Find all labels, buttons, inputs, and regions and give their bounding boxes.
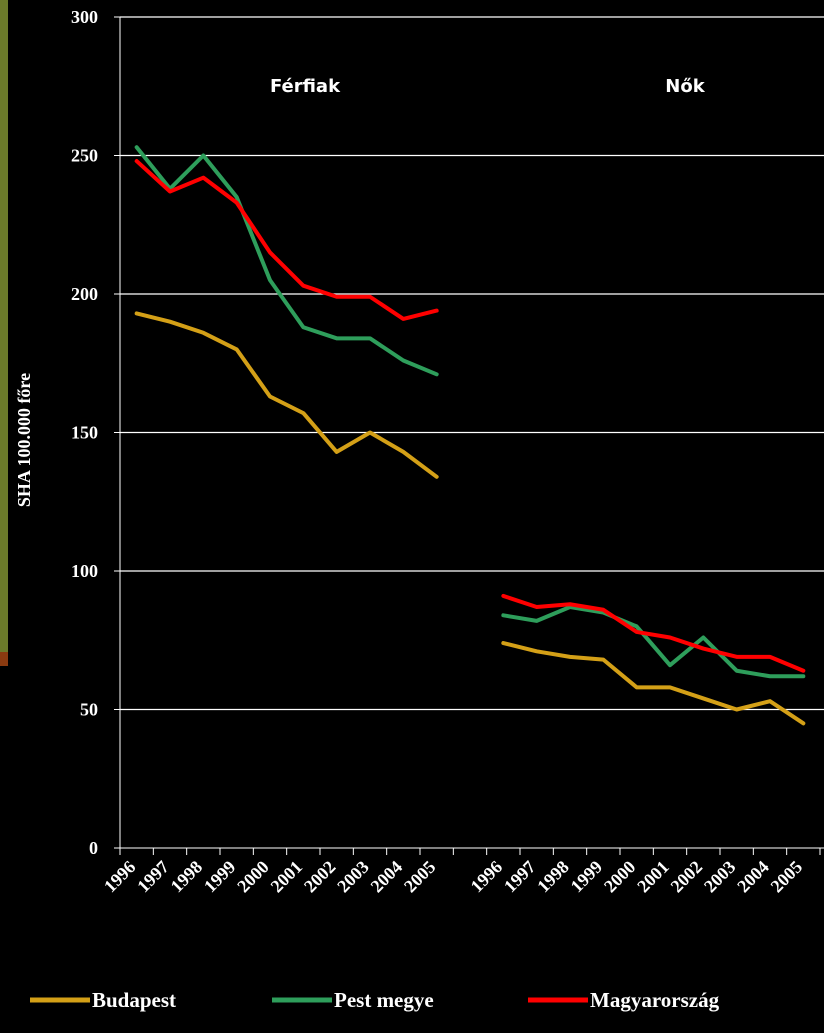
y-tick-label: 300 — [71, 7, 98, 27]
y-axis-label: SHA 100.000 főre — [14, 373, 34, 507]
x-tick-label: 2001 — [267, 857, 307, 897]
y-tick-label: 100 — [71, 561, 98, 581]
x-tick-label: 1999 — [200, 857, 240, 897]
x-tick-label: 2004 — [733, 857, 773, 897]
x-tick-label: 2004 — [367, 857, 407, 897]
x-tick-label: 2003 — [700, 857, 740, 897]
x-tick-label: 1998 — [533, 857, 573, 897]
y-tick-label: 200 — [71, 284, 98, 304]
x-tick-label: 1996 — [467, 857, 507, 897]
x-tick-label: 1996 — [100, 857, 140, 897]
y-tick-label: 50 — [80, 700, 98, 720]
x-tick-label: 2003 — [333, 857, 373, 897]
y-tick-label: 0 — [89, 838, 98, 858]
series-line — [134, 159, 439, 321]
x-tick-label: 2001 — [633, 857, 673, 897]
series-line — [501, 605, 806, 679]
x-tick-label: 1999 — [567, 857, 607, 897]
series-line — [501, 641, 806, 726]
x-tick-label: 2000 — [600, 857, 640, 897]
x-tick-label: 2002 — [300, 857, 340, 897]
legend-label: Pest megye — [334, 988, 434, 1012]
x-tick-label: 2005 — [400, 857, 440, 897]
legend-label: Budapest — [92, 988, 176, 1012]
x-tick-label: 2000 — [233, 857, 273, 897]
x-tick-label: 1997 — [500, 857, 540, 897]
annotation: Nők — [665, 76, 705, 97]
side-bar-end — [0, 652, 8, 666]
x-tick-label: 1998 — [167, 857, 207, 897]
y-tick-label: 250 — [71, 146, 98, 166]
side-bar — [0, 0, 8, 655]
legend-label: Magyarország — [590, 988, 720, 1012]
series-line — [501, 593, 806, 673]
x-tick-label: 2005 — [767, 857, 807, 897]
x-tick-label: 1997 — [133, 857, 173, 897]
series-line — [134, 311, 439, 479]
x-tick-label: 2002 — [667, 857, 707, 897]
annotation: Férfiak — [270, 76, 341, 97]
series-line — [134, 145, 439, 377]
y-tick-label: 150 — [71, 423, 98, 443]
